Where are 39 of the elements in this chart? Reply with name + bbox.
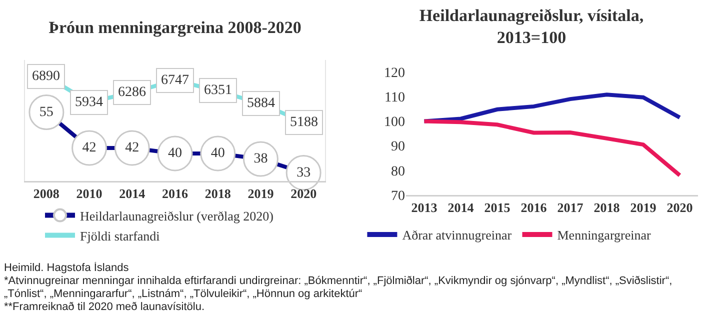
data-label: 55 (39, 104, 54, 120)
text: Heimild. Hagstofa Íslands (4, 262, 130, 275)
data-label: 38 (254, 152, 268, 166)
text: **Framreiknað til 2020 með launavísitölu. (4, 301, 206, 314)
line-series (422, 92, 682, 124)
x-tick-label: 2020 (666, 200, 693, 216)
x-tick-label: 2014 (448, 200, 474, 216)
x-tick-label: 2015 (484, 200, 511, 216)
data-label: 40 (210, 146, 225, 161)
legend-label: Heildarlaunagreiðslur (verðlag 2020) (80, 208, 274, 224)
data-label: 40 (168, 146, 182, 161)
data-label: 33 (296, 165, 311, 180)
y-tick-label: 90 (391, 140, 405, 155)
x-tick-label: 2016 (520, 200, 548, 216)
chart-title: Heildarlaunagreiðslur, vísitala, 2013=100 (419, 6, 644, 48)
legend-label: Fjöldi starfandi (80, 228, 160, 244)
x-tick-label: 2014 (119, 186, 146, 202)
x-tick-label: 2019 (630, 200, 657, 216)
x-tick-label: 2019 (248, 186, 274, 202)
legend-label: Aðrar atvinnugreinar (402, 228, 512, 243)
data-label: 42 (125, 140, 140, 156)
x-tick-label: 2020 (290, 186, 317, 202)
y-tick-label: 80 (391, 164, 405, 180)
x-tick-label: 2018 (594, 200, 620, 216)
data-label: 42 (82, 140, 96, 156)
x-tick-label: 2017 (557, 200, 584, 216)
y-tick-label: 120 (384, 66, 405, 81)
y-tick-label: 100 (384, 115, 405, 130)
x-tick-label: 2016 (162, 186, 188, 202)
line-series (422, 119, 682, 178)
chart-title: Þróun menningargreina 2008-2020 (48, 18, 302, 37)
x-tick-label: 2008 (33, 186, 60, 202)
x-tick-label: 2013 (411, 200, 438, 216)
text: *Atvinnugreinar menningar innihalda eftirfarandi undirgreinar: „Bókmenntir“, „Fjölmiðlar“, „Kvikmyndir og sjónvarp“, „Myndlist“, „Sviðslistir“, „Tónlist“, „Menningararfur“, „Listnám“, „Tölvuleikir“, „Hönnun og arkitektúr“ (4, 275, 674, 301)
y-tick-label: 70 (391, 188, 405, 204)
x-tick-label: 2018 (204, 186, 232, 202)
x-tick-label: 2010 (76, 186, 102, 202)
legend-label: Menningargreinar (557, 228, 652, 243)
y-tick-label: 110 (384, 90, 405, 106)
